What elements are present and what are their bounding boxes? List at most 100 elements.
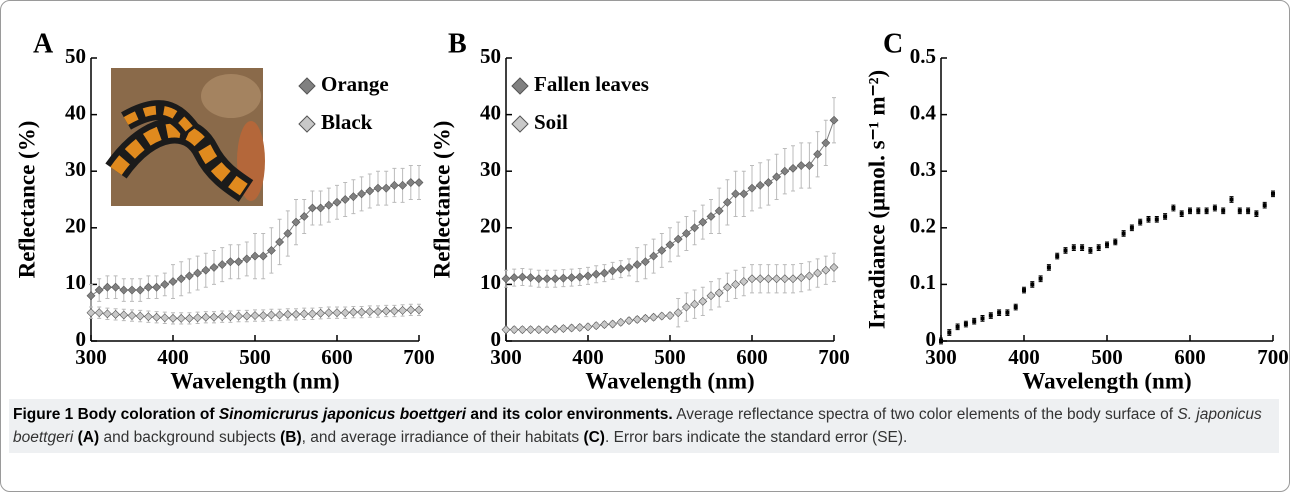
marker (591, 269, 601, 279)
marker (698, 296, 708, 306)
y-tick-label: 30 (480, 157, 501, 181)
legend-label: Orange (321, 72, 389, 96)
marker (657, 246, 667, 255)
y-tick-label: 10 (65, 270, 86, 294)
marker (1055, 254, 1060, 259)
marker (258, 311, 268, 320)
marker (152, 282, 162, 292)
marker (1013, 305, 1018, 310)
y-axis-label: Reflectance (%) (14, 121, 39, 279)
marker (1179, 211, 1184, 216)
marker (102, 282, 112, 292)
marker (135, 311, 145, 321)
marker (340, 195, 350, 204)
panel-label: A (33, 28, 54, 59)
marker (414, 178, 424, 187)
legend-label: Black (321, 110, 373, 134)
marker (526, 325, 536, 335)
marker (1212, 205, 1217, 210)
x-tick-label: 700 (818, 345, 850, 369)
marker (176, 274, 186, 284)
marker (575, 272, 585, 282)
marker (389, 306, 399, 316)
marker (649, 312, 659, 322)
marker (624, 262, 634, 272)
y-tick-label: 30 (65, 157, 86, 181)
x-tick-label: 500 (654, 345, 686, 369)
marker (1046, 265, 1051, 270)
marker (534, 325, 544, 335)
legend-marker (511, 77, 529, 95)
marker (398, 306, 408, 315)
marker (509, 325, 519, 335)
marker (534, 274, 544, 284)
marker (501, 325, 511, 335)
x-tick-label: 400 (1008, 345, 1040, 369)
marker (119, 310, 129, 320)
caption: Figure 1 Body coloration of Sinomicrurus… (9, 399, 1279, 453)
marker (599, 268, 609, 278)
caption-text: (B) (280, 429, 302, 446)
marker (1113, 239, 1118, 244)
marker (509, 273, 519, 283)
marker (739, 189, 749, 199)
marker (980, 316, 985, 321)
marker (299, 309, 309, 319)
panel-label: B (448, 28, 467, 59)
marker (316, 203, 326, 213)
marker (406, 178, 416, 187)
marker (373, 307, 383, 316)
x-tick-label: 600 (321, 345, 353, 369)
marker (517, 325, 527, 335)
y-tick-label: 0.1 (910, 270, 936, 294)
marker (201, 265, 211, 275)
marker (357, 189, 367, 199)
x-axis-label: Wavelength (nm) (585, 368, 754, 393)
y-tick-label: 50 (480, 44, 501, 68)
marker (414, 305, 424, 315)
marker (681, 229, 691, 238)
y-tick-label: 0 (926, 327, 937, 351)
y-axis-label: Reflectance (%) (429, 121, 454, 279)
x-tick-label: 600 (736, 345, 768, 369)
marker (997, 310, 1002, 315)
legend-marker (511, 115, 529, 133)
marker (698, 217, 708, 227)
marker (972, 319, 977, 324)
marker (365, 307, 375, 316)
marker (714, 288, 724, 298)
marker (1105, 242, 1109, 247)
marker (988, 313, 993, 318)
marker (714, 206, 724, 216)
marker (119, 285, 129, 295)
marker (665, 311, 675, 320)
marker (168, 277, 178, 286)
marker (143, 282, 153, 292)
marker (168, 313, 178, 323)
y-tick-label: 20 (480, 214, 501, 238)
x-tick-label: 300 (925, 345, 957, 369)
marker (722, 197, 732, 207)
legend-label: Soil (534, 110, 568, 134)
marker (266, 310, 276, 320)
marker (706, 291, 716, 301)
marker (804, 161, 814, 170)
marker (665, 240, 675, 250)
marker (963, 322, 968, 327)
marker (517, 272, 527, 282)
marker (526, 273, 536, 283)
x-tick-label: 700 (403, 345, 435, 369)
marker (1204, 208, 1209, 213)
marker (632, 315, 642, 324)
marker (772, 172, 782, 182)
marker (1271, 191, 1275, 196)
marker (591, 321, 601, 331)
marker (152, 312, 162, 322)
x-tick-label: 300 (75, 345, 107, 369)
marker (348, 307, 358, 317)
marker (722, 282, 732, 292)
marker (575, 322, 585, 332)
marker (1005, 310, 1010, 315)
marker (348, 192, 358, 202)
